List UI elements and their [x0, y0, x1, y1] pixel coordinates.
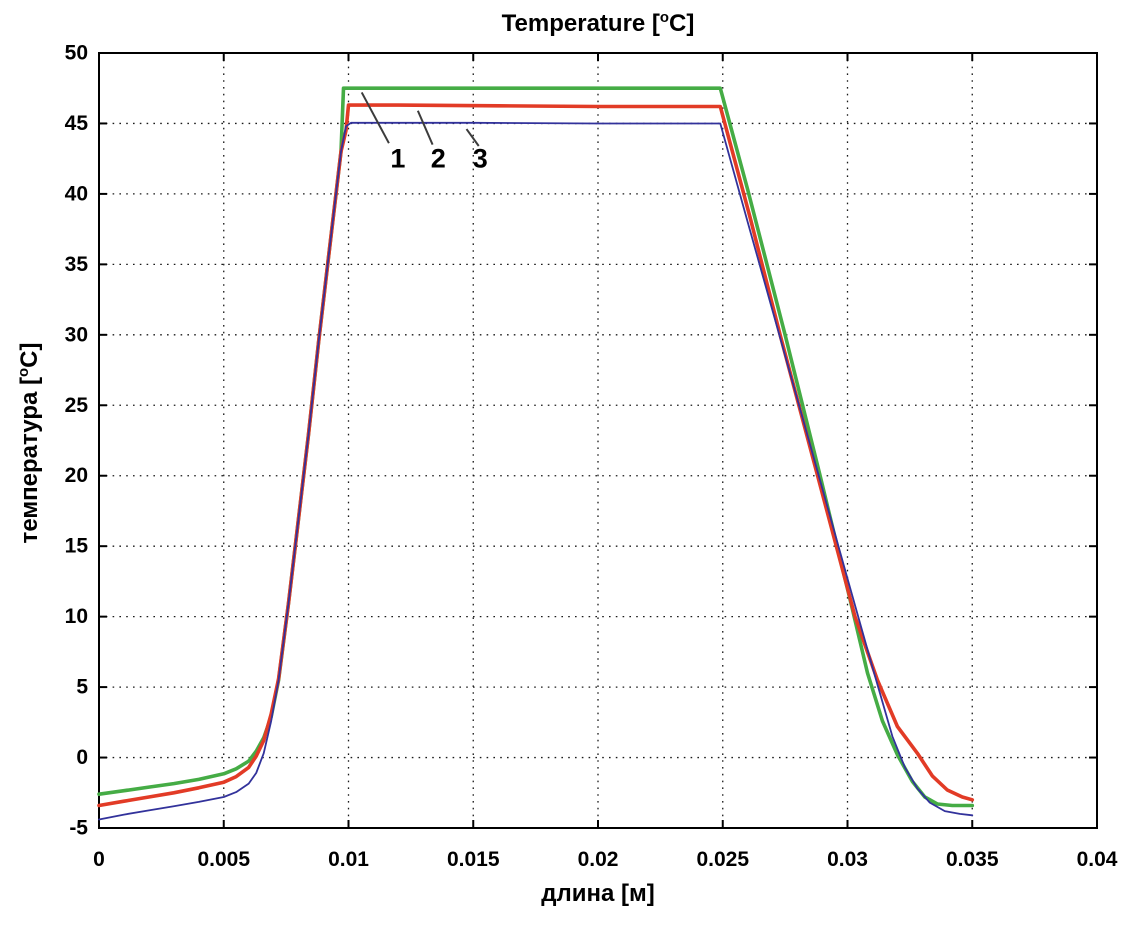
y-tick-label: 0 — [76, 746, 88, 769]
y-tick-label: 5 — [76, 676, 88, 699]
x-tick-label: 0.01 — [328, 848, 369, 871]
y-tick-label: 35 — [65, 253, 89, 276]
leader-line-1 — [360, 91, 390, 144]
y-tick-label: 45 — [65, 112, 89, 135]
plot-border — [98, 52, 1098, 829]
x-tick-label: 0.035 — [946, 848, 999, 871]
degree-superscript: o — [659, 10, 670, 26]
curve-label-1: 1 — [390, 144, 405, 174]
chart-title-unit: C] — [669, 10, 695, 37]
series-3-line — [98, 121, 974, 821]
y-axis-label-text: температура [ — [16, 376, 43, 544]
x-tick-label: 0.005 — [197, 848, 250, 871]
degree-superscript: o — [16, 367, 32, 377]
leader-line-2 — [416, 110, 434, 145]
x-tick-label: 0.03 — [827, 848, 868, 871]
y-tick-label: -5 — [69, 817, 88, 840]
y-tick-label: 10 — [65, 605, 88, 628]
y-tick-label: 25 — [65, 394, 89, 417]
y-tick-label: 15 — [65, 535, 89, 558]
x-tick-label: 0.015 — [447, 848, 500, 871]
x-tick-label: 0.02 — [578, 848, 619, 871]
y-axis-label: температура [oC] — [16, 343, 44, 544]
chart-title-text: Temperature [ — [501, 10, 660, 37]
y-tick-label: 40 — [65, 182, 88, 205]
x-tick-label: 0.04 — [1077, 848, 1118, 871]
series-1-line — [97, 86, 975, 808]
x-axis-label: длина [м] — [541, 880, 655, 907]
x-tick-label: 0 — [93, 848, 105, 871]
y-tick-label: 20 — [65, 464, 88, 487]
series-2-line — [97, 103, 975, 808]
y-axis-label-unit: C] — [16, 342, 43, 368]
curve-label-2: 2 — [431, 144, 446, 174]
x-tick-label: 0.025 — [696, 848, 749, 871]
leader-line-3 — [465, 128, 480, 147]
curve-label-3: 3 — [473, 144, 488, 174]
y-tick-label: 30 — [65, 323, 88, 346]
y-tick-label: 50 — [65, 42, 88, 65]
chart-title: Temperature [oC] — [99, 10, 1097, 38]
